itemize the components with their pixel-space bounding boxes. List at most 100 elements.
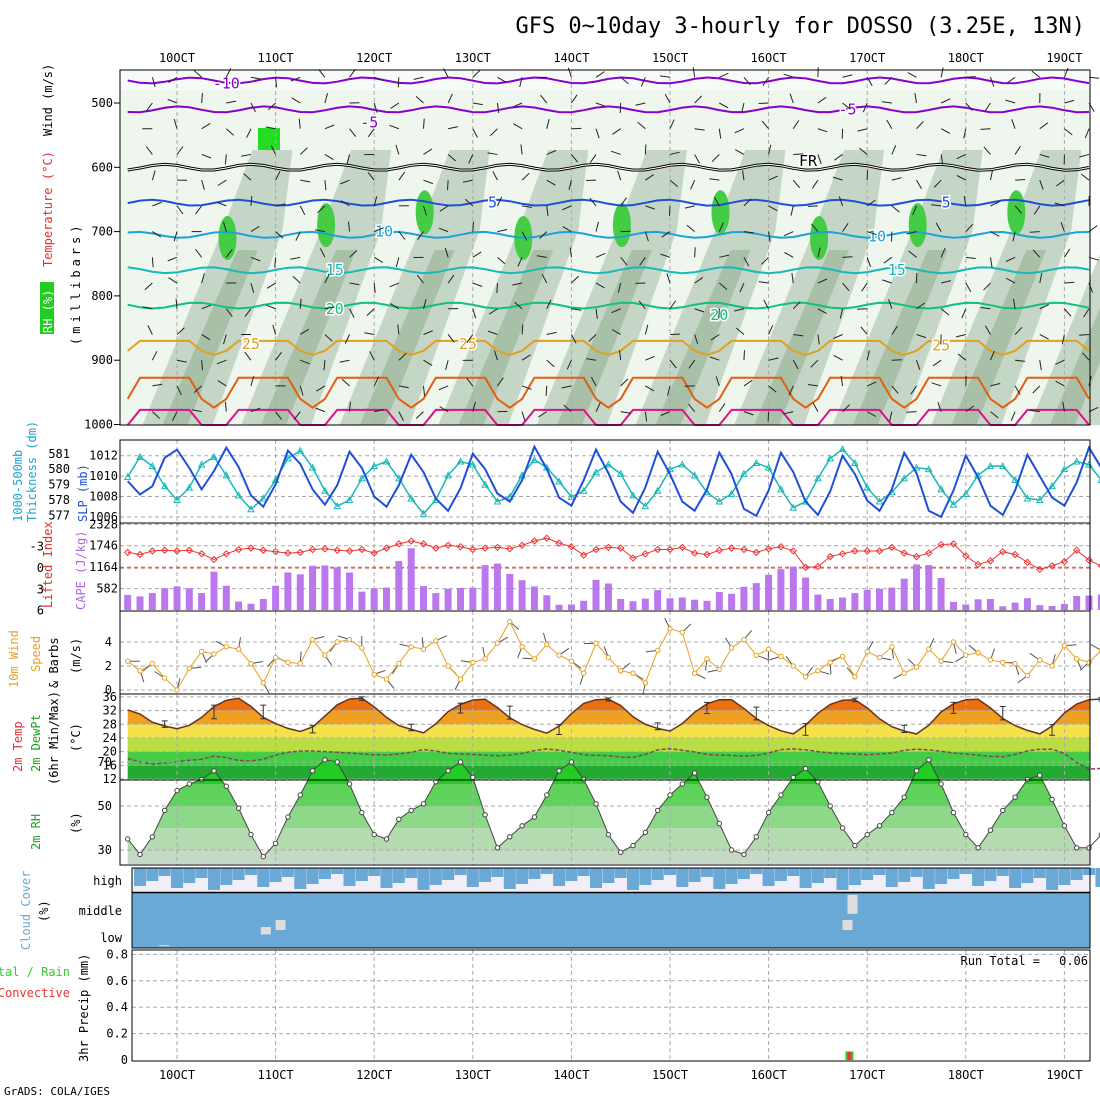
rh-moist-patch (1007, 190, 1026, 235)
rh-band-dark (951, 250, 1047, 425)
top-x-tick-label: 16OCT (751, 51, 787, 65)
thickness-point (949, 500, 958, 508)
wind-barb (867, 231, 877, 236)
wind-barb (694, 154, 700, 164)
rh-point (901, 794, 907, 800)
wind-barb (1064, 128, 1073, 136)
wind-barb (423, 118, 425, 129)
wind-speed-point (802, 674, 809, 680)
wind-barb (866, 381, 877, 387)
temp-tick-label: 16 (103, 758, 117, 772)
lifted-index-point (715, 546, 724, 554)
wind-barb (389, 124, 400, 130)
lifted-index-point (900, 549, 908, 557)
wind-speed-point (137, 668, 143, 674)
thickness-point (604, 460, 613, 468)
wind-barb (684, 205, 695, 209)
cloud-high-bar (220, 868, 233, 885)
wind-barb (842, 74, 853, 78)
wind-barb (889, 411, 893, 422)
wind-barb (250, 407, 261, 413)
wind-barb (980, 307, 991, 310)
cape-tick-label: 582 (96, 582, 118, 596)
wind-speed-point (359, 645, 365, 651)
wind-barb (940, 67, 944, 78)
wind-barb (710, 334, 720, 341)
temp-minmax-bar (1049, 724, 1056, 736)
wind-barb (147, 325, 153, 335)
wind-speed-point (433, 638, 439, 644)
cape-bar (321, 565, 329, 610)
lifted-index-point (727, 544, 736, 552)
wind-barb (398, 171, 406, 181)
wind-barb (940, 247, 946, 258)
bottom-x-axis: 10OCT 11OCT 12OCT 13OCT 14OCT 15OCT 16OCT 17OCT… (159, 1068, 1083, 1082)
rh-band-dark (754, 250, 850, 425)
lifted-index-point (173, 547, 181, 555)
wind-barb (562, 226, 572, 233)
wind-barb (570, 334, 577, 344)
cape-bar (925, 565, 933, 610)
wind-barb (176, 146, 184, 155)
rh-point (753, 834, 759, 840)
thickness-point (666, 465, 674, 473)
wind-barb (423, 179, 434, 185)
rh-point (494, 845, 501, 851)
wind-barb (152, 201, 162, 207)
pressure-axis: 500 600 700 800 900 1000 (84, 96, 120, 432)
wind-barb (694, 128, 705, 131)
wind-barb (914, 93, 917, 104)
wind-barb (390, 303, 400, 310)
wind-barb (758, 281, 769, 284)
cape-bar (506, 573, 514, 610)
thickness-point (777, 485, 785, 493)
wind-barb (965, 224, 974, 232)
wind-barb (586, 358, 597, 361)
wind-barb (645, 355, 655, 361)
cloud-high-bar (713, 868, 726, 889)
rh-point (235, 805, 242, 811)
wind-barb (768, 385, 777, 393)
rh-point (285, 814, 291, 820)
wind-barb (1054, 202, 1065, 207)
rh-point (679, 781, 686, 787)
wind-barb (862, 102, 868, 113)
wind-barb (714, 196, 720, 207)
wind-barb (539, 231, 548, 239)
lifted-index-point (641, 550, 650, 558)
wind-speed-point (211, 651, 217, 657)
isotherm-line (127, 301, 1090, 310)
isotherm-label: 15 (326, 261, 344, 279)
rh-point (519, 823, 525, 829)
lifted-index-point (123, 548, 132, 557)
cape-bar (592, 579, 600, 610)
wind-barb (861, 282, 868, 292)
wind-barb (448, 126, 459, 130)
top-x-tick-label: 12OCT (356, 51, 392, 65)
wind-barb (611, 308, 621, 314)
cape-bar (518, 580, 526, 610)
rh-band (127, 850, 1090, 864)
precip-tick-label: 0.2 (106, 1027, 128, 1041)
cloud-high-bar (947, 868, 960, 879)
lifted-index-point (296, 548, 304, 557)
lifted-index-point (308, 545, 317, 554)
lifted-index-point (493, 543, 502, 552)
wind-barb (512, 282, 523, 286)
rh-point (359, 809, 365, 816)
wind-barb (472, 251, 482, 258)
wind-barb (866, 350, 870, 361)
rh-point (1000, 807, 1006, 814)
wind-barb (1039, 122, 1049, 130)
wind-barb (719, 102, 729, 109)
rh-point (1086, 845, 1092, 851)
wind-barb (763, 299, 770, 310)
wind-barb (250, 225, 260, 233)
isotherm-label: 5 (488, 194, 497, 212)
wind-barb (916, 334, 927, 339)
cloud-high-bar (565, 868, 578, 881)
cape-bar (777, 569, 785, 610)
isotherm-label: 10 (868, 228, 886, 246)
rh-legend-swatch (40, 282, 54, 334)
wind-barb (223, 334, 227, 345)
